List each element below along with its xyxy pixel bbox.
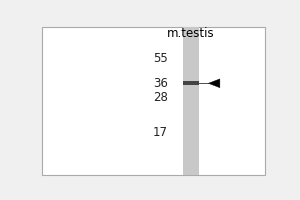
Text: 36: 36 [153,77,168,90]
Polygon shape [208,79,220,88]
Bar [183,27,199,175]
Text: 28: 28 [153,91,168,104]
Text: m.testis: m.testis [167,27,215,40]
Text: 17: 17 [153,126,168,139]
FancyBboxPatch shape [42,27,266,175]
Bar [183,81,199,85]
Text: 55: 55 [153,52,168,65]
